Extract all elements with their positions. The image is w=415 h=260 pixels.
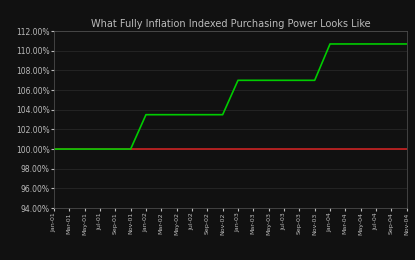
Purchasing Power bbox=[128, 147, 133, 151]
Line: Nominal Benefit Increases: Nominal Benefit Increases bbox=[54, 44, 407, 149]
Purchasing Power bbox=[159, 147, 164, 151]
Purchasing Power bbox=[281, 147, 286, 151]
Purchasing Power bbox=[358, 147, 363, 151]
Nominal Benefit Increases bbox=[327, 42, 332, 46]
Purchasing Power bbox=[343, 147, 348, 151]
Purchasing Power bbox=[190, 147, 195, 151]
Purchasing Power bbox=[82, 147, 87, 151]
Purchasing Power bbox=[327, 147, 332, 151]
Purchasing Power bbox=[220, 147, 225, 151]
Nominal Benefit Increases bbox=[235, 79, 240, 82]
Purchasing Power bbox=[113, 147, 118, 151]
Purchasing Power bbox=[205, 147, 210, 151]
Purchasing Power bbox=[144, 147, 149, 151]
Nominal Benefit Increases bbox=[312, 79, 317, 82]
Purchasing Power bbox=[98, 147, 103, 151]
Purchasing Power bbox=[374, 147, 378, 151]
Purchasing Power bbox=[174, 147, 179, 151]
Nominal Benefit Increases bbox=[404, 42, 409, 46]
Nominal Benefit Increases bbox=[128, 147, 133, 151]
Nominal Benefit Increases bbox=[220, 113, 225, 116]
Purchasing Power bbox=[67, 147, 72, 151]
Purchasing Power bbox=[312, 147, 317, 151]
Purchasing Power bbox=[297, 147, 302, 151]
Title: What Fully Inflation Indexed Purchasing Power Looks Like: What Fully Inflation Indexed Purchasing … bbox=[90, 19, 370, 29]
Purchasing Power bbox=[235, 147, 240, 151]
Purchasing Power bbox=[51, 147, 56, 151]
Purchasing Power bbox=[389, 147, 394, 151]
Nominal Benefit Increases bbox=[51, 147, 56, 151]
Purchasing Power bbox=[404, 147, 409, 151]
Purchasing Power bbox=[266, 147, 271, 151]
Nominal Benefit Increases bbox=[144, 113, 149, 116]
Purchasing Power bbox=[251, 147, 256, 151]
